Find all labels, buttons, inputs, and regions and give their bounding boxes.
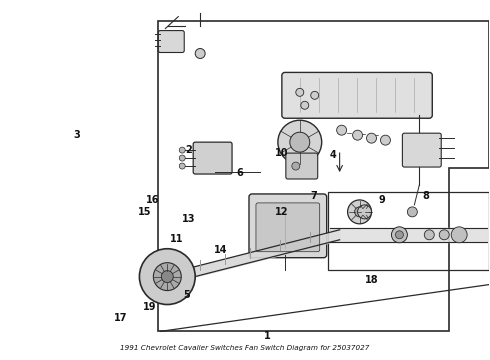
Text: 3: 3 (73, 130, 80, 140)
Text: 5: 5 (183, 290, 190, 300)
Circle shape (337, 125, 346, 135)
Circle shape (424, 230, 434, 240)
Text: 18: 18 (365, 275, 379, 285)
Circle shape (179, 147, 185, 153)
Circle shape (140, 249, 195, 305)
Circle shape (439, 230, 449, 240)
FancyBboxPatch shape (249, 194, 327, 258)
Circle shape (358, 205, 371, 219)
Text: 2: 2 (186, 144, 192, 154)
Text: 14: 14 (214, 245, 227, 255)
Text: 15: 15 (138, 207, 152, 217)
Text: 11: 11 (170, 234, 183, 244)
Circle shape (311, 91, 319, 99)
Circle shape (407, 207, 417, 217)
Circle shape (153, 263, 181, 291)
Circle shape (367, 133, 376, 143)
Text: 6: 6 (237, 168, 244, 178)
FancyBboxPatch shape (402, 133, 441, 167)
Circle shape (353, 130, 363, 140)
Circle shape (395, 231, 403, 239)
Circle shape (290, 132, 310, 152)
Circle shape (292, 162, 300, 170)
Circle shape (296, 88, 304, 96)
Circle shape (355, 207, 365, 217)
Circle shape (301, 101, 309, 109)
Circle shape (179, 163, 185, 169)
FancyBboxPatch shape (256, 203, 319, 252)
Text: 12: 12 (275, 207, 288, 217)
FancyBboxPatch shape (193, 142, 232, 174)
Circle shape (278, 120, 322, 164)
Text: 7: 7 (310, 191, 317, 201)
FancyBboxPatch shape (286, 153, 318, 179)
Text: 4: 4 (329, 150, 336, 160)
Circle shape (347, 200, 371, 224)
FancyBboxPatch shape (282, 72, 432, 118)
Text: 19: 19 (143, 302, 157, 312)
Circle shape (392, 227, 407, 243)
Circle shape (161, 271, 173, 283)
Text: 10: 10 (275, 148, 288, 158)
Circle shape (179, 155, 185, 161)
Text: 9: 9 (378, 195, 385, 205)
Circle shape (451, 227, 467, 243)
Circle shape (380, 135, 391, 145)
Text: 16: 16 (146, 195, 159, 205)
Text: 17: 17 (114, 313, 127, 323)
Circle shape (195, 49, 205, 58)
Text: 13: 13 (182, 215, 196, 224)
Text: 8: 8 (422, 191, 429, 201)
Text: 1991 Chevrolet Cavalier Switches Fan Switch Diagram for 25037027: 1991 Chevrolet Cavalier Switches Fan Swi… (121, 345, 369, 351)
Text: 1: 1 (264, 331, 270, 341)
FancyBboxPatch shape (158, 31, 184, 53)
